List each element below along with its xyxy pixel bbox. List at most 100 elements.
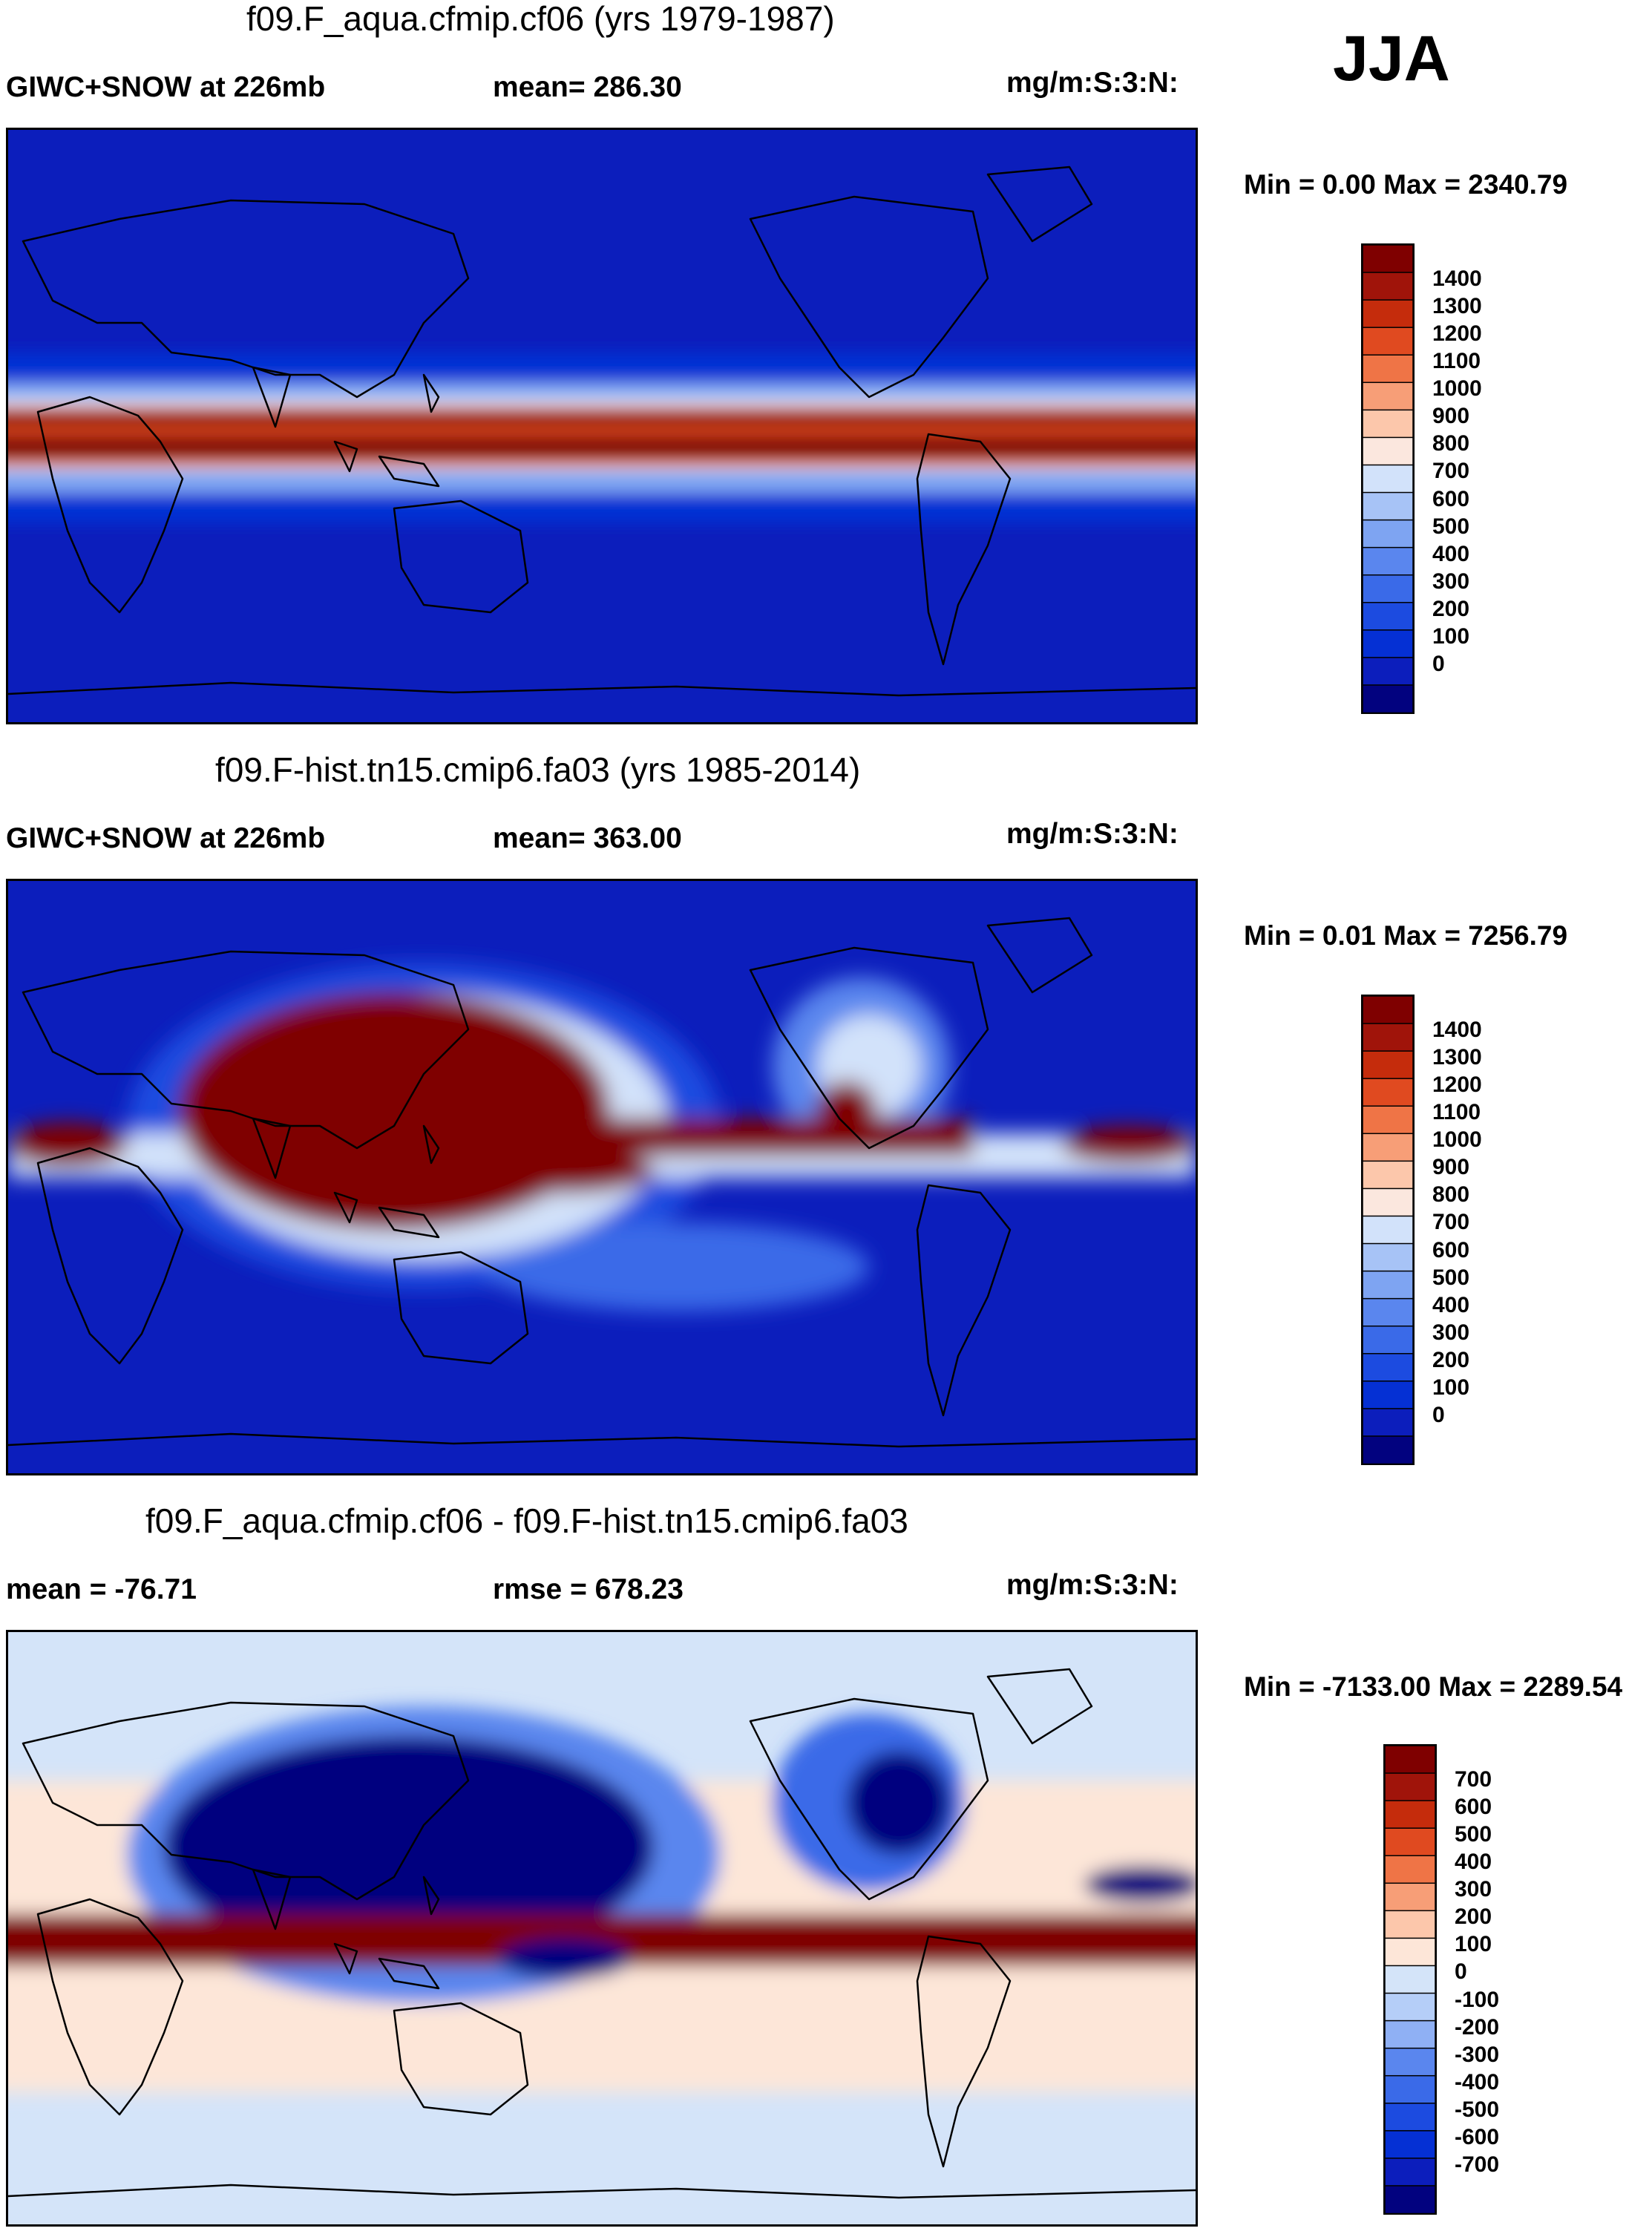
panel3-colorbar [1383,1744,1437,2215]
coastline-segment [916,1935,1012,2168]
colorbar-box [1363,299,1413,329]
coastline-segment [986,166,1093,243]
panel2-mean-label: mean= 363.00 [493,822,682,854]
panel1-mean-label: mean= 286.30 [493,71,682,103]
colorbar-tick-label: 1100 [1432,349,1481,374]
colorbar-box [1363,1297,1413,1327]
colorbar-box [1385,1827,1435,1857]
panel2-units-label: mg/m:S:3:N: [1006,818,1179,850]
colorbar-tick-label: 600 [1455,1795,1492,1820]
colorbar-tick-label: 500 [1432,1265,1470,1290]
colorbar-tick-label: 500 [1432,514,1470,539]
colorbar-box [1363,996,1413,1025]
colorbar-box [1385,1746,1435,1775]
colorbar-tick-label: 1100 [1432,1100,1481,1125]
colorbar-tick-label: -600 [1455,2124,1500,2149]
coastline-segment [986,1668,1093,1745]
colorbar-box [1385,1965,1435,1994]
colorbar-box [1385,1855,1435,1884]
colorbar-box [1363,1242,1413,1272]
coastline-segment [22,950,470,1150]
colorbar-box [1363,436,1413,466]
colorbar-box [1363,464,1413,494]
colorbar-tick-label: -100 [1455,1987,1500,2012]
colorbar-box [1363,657,1413,687]
panel1-variable-label: GIWC+SNOW at 226mb [6,71,326,103]
colorbar-tick-label: -300 [1455,2042,1500,2067]
season-label: JJA [1333,23,1450,94]
colorbar-box [1363,1435,1413,1464]
coastlines [8,166,1196,697]
coastline-segment [986,917,1093,994]
coastline-segment [36,1898,184,2116]
coastline-segment [393,1251,529,1365]
colorbar-tick-label: -200 [1455,2014,1500,2040]
coastline-segment [252,1117,292,1179]
panel2-variable-label: GIWC+SNOW at 226mb [6,822,326,854]
colorbar-box [1385,1910,1435,1939]
colorbar-box [1363,1188,1413,1217]
coastline-segment [749,1697,989,1901]
field-region [476,1148,654,1193]
coastline-segment [916,1184,1012,1417]
field-region [8,1122,127,1167]
panel1-units-label: mg/m:S:3:N: [1006,67,1179,99]
colorbar-box [1363,409,1413,439]
colorbar-box [1363,602,1413,632]
panel2-colorbar [1361,995,1415,1465]
colorbar-tick-label: 1300 [1432,1045,1482,1070]
colorbar-tick-label: 1200 [1432,321,1482,347]
colorbar-box [1363,1353,1413,1383]
coastline-segment [749,946,989,1150]
colorbar-tick-label: 1000 [1432,1127,1482,1153]
colorbar-tick-label: 400 [1432,541,1470,566]
coastline-segment [22,199,470,399]
colorbar-box [1363,1380,1413,1410]
colorbar-box [1363,1325,1413,1355]
colorbar-box [1363,272,1413,301]
coastline-segment [749,195,989,399]
panel3-mean-label: mean = -76.71 [6,1573,197,1605]
colorbar-tick-label: -400 [1455,2069,1500,2094]
colorbar-tick-label: 1400 [1432,266,1482,292]
colorbar-box [1363,1160,1413,1190]
colorbar-tick-label: 800 [1432,431,1470,456]
colorbar-tick-label: 400 [1455,1850,1492,1875]
field-region [483,1222,869,1311]
panel3-rmse-label: rmse = 678.23 [493,1573,684,1605]
colorbar-tick-label: -700 [1455,2152,1500,2177]
panel3-map [6,1630,1198,2227]
panel3-minmax: Min = -7133.00 Max = 2289.54 [1244,1671,1623,1702]
field-band [8,425,1196,436]
colorbar-box [1363,1215,1413,1245]
field-region [498,1938,632,1979]
panel3-units-label: mg/m:S:3:N: [1006,1569,1179,1601]
coastline-segment [333,1876,440,1990]
panel2-map [6,879,1198,1475]
coastline-segment [393,2002,529,2116]
colorbar-box [1385,1992,1435,2022]
colorbar-box [1385,1937,1435,1967]
colorbar-tick-label: 700 [1432,459,1470,484]
field-region [179,992,609,1230]
colorbar-box [1385,2020,1435,2049]
panel3-title: f09.F_aqua.cfmip.cf06 - f09.F-hist.tn15.… [145,1501,908,1540]
colorbar-tick-label: 300 [1432,569,1470,594]
coastline-segment [8,2184,1196,2199]
panel2-title: f09.F-hist.tn15.cmip6.fa03 (yrs 1985-201… [215,750,861,789]
field-contours [8,1706,1196,2092]
coastline-segment [393,499,529,614]
colorbar-tick-label: 100 [1432,623,1470,649]
colorbar-box [1385,1800,1435,1830]
coastline-segment [252,366,292,428]
colorbar-tick-label: 0 [1455,1959,1467,1985]
colorbar-tick-label: 100 [1432,1375,1470,1400]
colorbar-box [1385,2185,1435,2213]
colorbar-tick-label: 600 [1432,486,1470,511]
colorbar-box [1385,2158,1435,2187]
coastlines [8,917,1196,1448]
colorbar-tick-label: 800 [1432,1182,1470,1208]
colorbar-box [1385,2103,1435,2132]
colorbar-tick-label: -500 [1455,2097,1500,2122]
coastline-segment [916,433,1012,666]
